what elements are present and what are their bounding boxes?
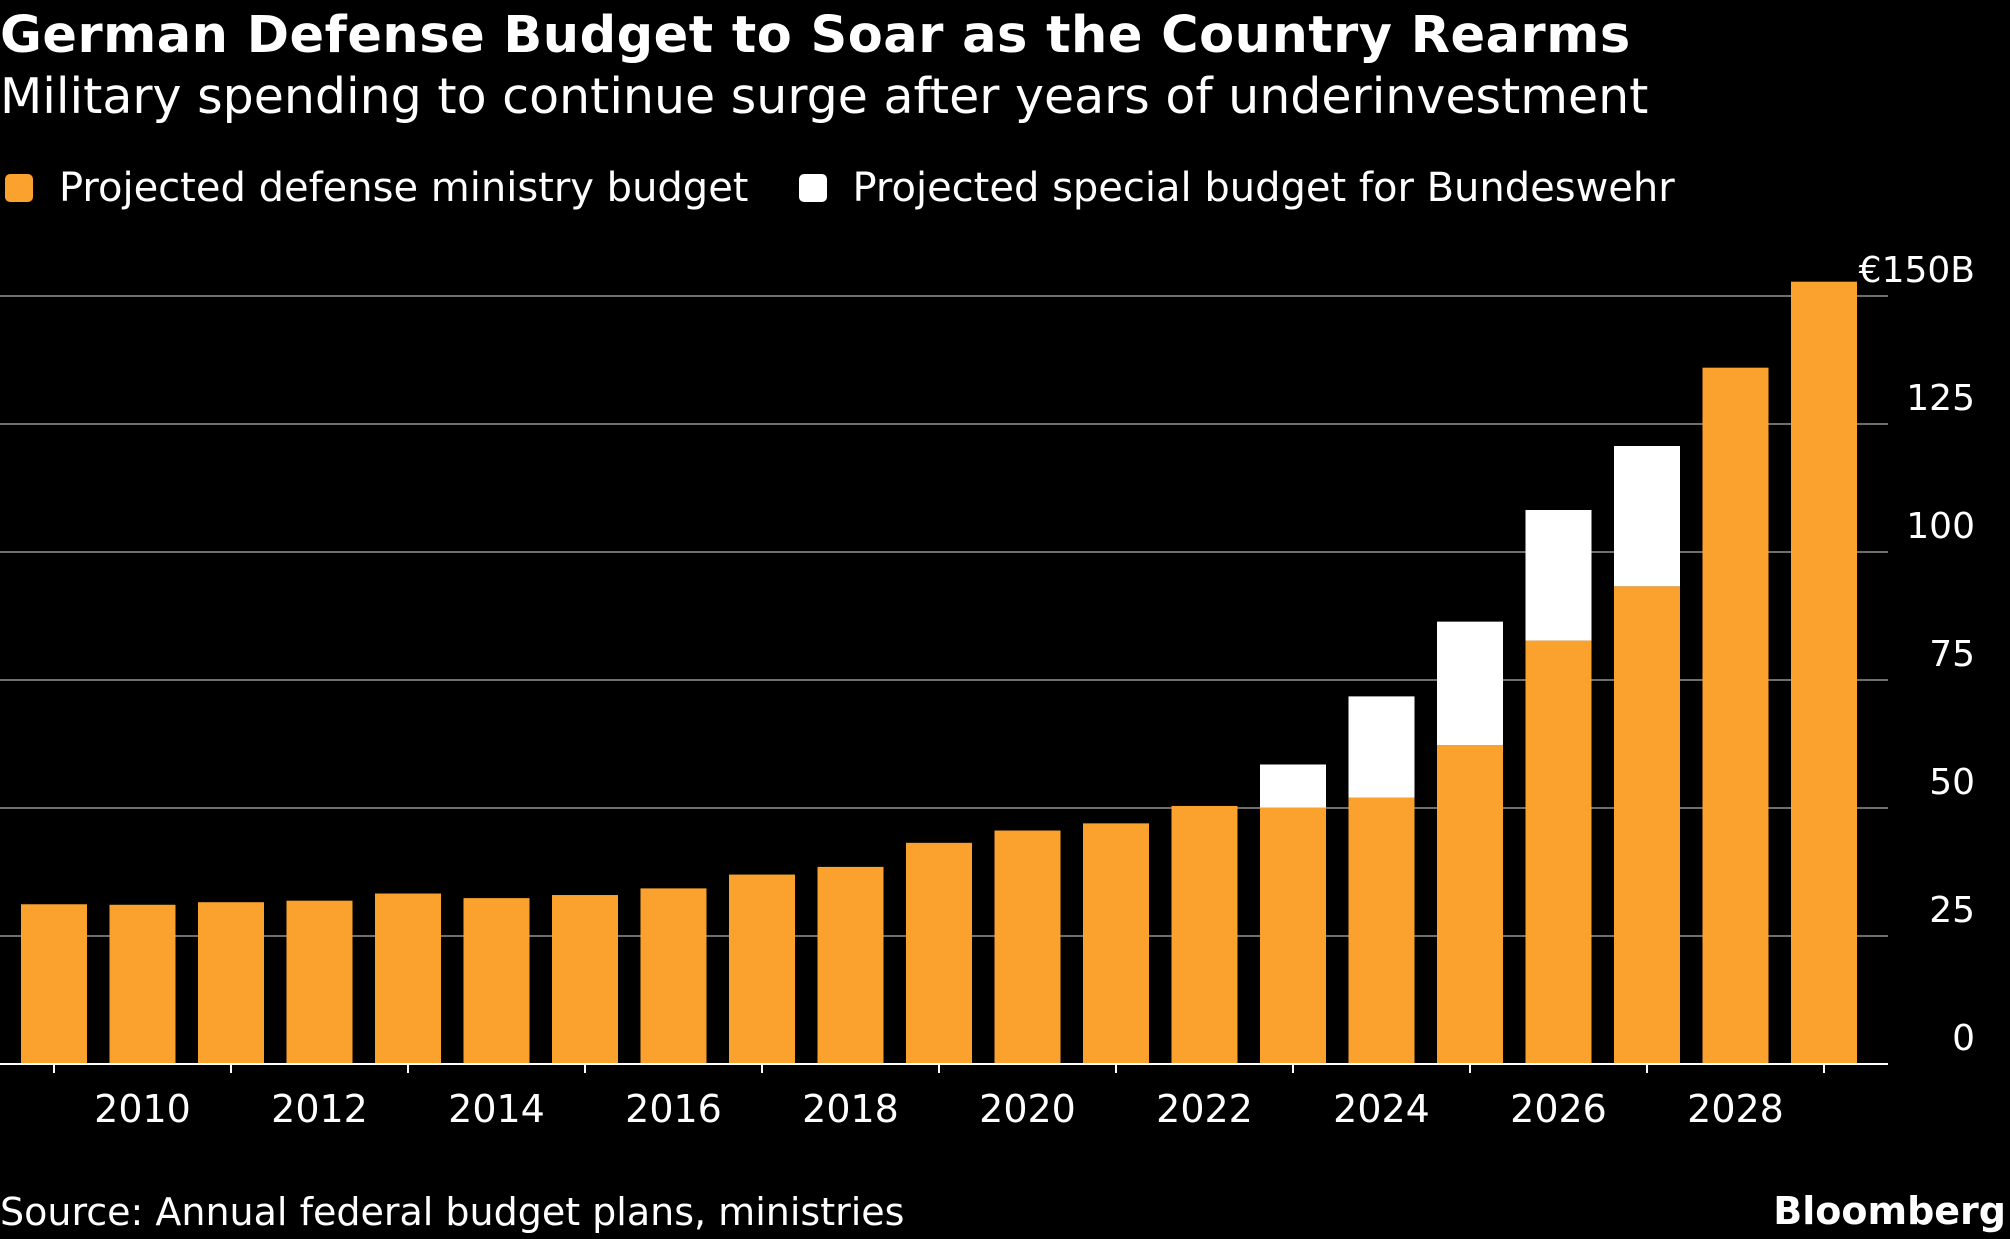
- bar-defense-2013: [375, 893, 441, 1064]
- bar-defense-2029: [1791, 281, 1857, 1064]
- y-tick-label-100: 100: [1906, 506, 1975, 547]
- bar-defense-2016: [640, 888, 707, 1064]
- bar-special-2027: [1614, 446, 1680, 587]
- legend: Projected defense ministry budget Projec…: [5, 165, 1725, 211]
- y-tick-label-75: 75: [1929, 634, 1975, 675]
- bar-defense-2014: [463, 898, 530, 1064]
- x-tick-label-2022: 2022: [1156, 1087, 1253, 1131]
- bar-special-2024: [1348, 696, 1415, 798]
- x-tick-label-2024: 2024: [1333, 1087, 1430, 1131]
- x-tick-label-2018: 2018: [802, 1087, 899, 1131]
- y-tick-label-0: 0: [1952, 1018, 1975, 1059]
- legend-swatch-defense-budget: [5, 174, 33, 202]
- x-tick-label-2016: 2016: [625, 1087, 722, 1131]
- legend-item-special-budget: Projected special budget for Bundeswehr: [798, 165, 1675, 211]
- bloomberg-logo: Bloomberg: [1773, 1189, 2006, 1233]
- bar-defense-2020: [994, 830, 1061, 1064]
- chart-subtitle: Military spending to continue surge afte…: [0, 68, 1649, 125]
- legend-label-defense-budget: Projected defense ministry budget: [59, 165, 749, 211]
- bar-defense-2015: [552, 895, 618, 1064]
- bar-defense-2027: [1614, 586, 1680, 1064]
- x-tick-label-2012: 2012: [271, 1087, 368, 1131]
- bar-defense-2025: [1437, 745, 1503, 1064]
- x-tick-label-2028: 2028: [1687, 1087, 1784, 1131]
- y-tick-label-50: 50: [1929, 762, 1975, 803]
- bar-special-2025: [1437, 621, 1503, 746]
- bar-defense-2024: [1348, 797, 1415, 1064]
- bar-layer: [21, 281, 1857, 1064]
- y-tick-label-125: 125: [1906, 378, 1975, 419]
- grid-layer: [0, 295, 1888, 937]
- bar-defense-2022: [1171, 805, 1238, 1064]
- bar-special-2026: [1525, 510, 1592, 641]
- bar-defense-2018: [817, 866, 884, 1064]
- y-tick-label-25: 25: [1929, 890, 1975, 931]
- y-tick-label-150: €150B: [1859, 250, 1975, 291]
- bar-defense-2023: [1260, 807, 1326, 1064]
- bar-defense-2011: [198, 902, 264, 1064]
- bar-defense-2010: [109, 904, 176, 1064]
- legend-swatch-special-budget: [798, 174, 827, 202]
- bar-defense-2017: [729, 874, 795, 1064]
- legend-item-defense-budget: Projected defense ministry budget: [5, 165, 749, 211]
- source-note: Source: Annual federal budget plans, min…: [0, 1190, 905, 1234]
- bar-defense-2021: [1083, 823, 1149, 1064]
- bar-defense-2009: [21, 904, 87, 1064]
- x-tick-label-2026: 2026: [1510, 1087, 1607, 1131]
- x-tick-label-2020: 2020: [979, 1087, 1076, 1131]
- bar-defense-2012: [286, 900, 353, 1064]
- bar-defense-2019: [906, 842, 972, 1064]
- legend-label-special-budget: Projected special budget for Bundeswehr: [852, 165, 1675, 211]
- x-tick-label-2014: 2014: [448, 1087, 545, 1131]
- bar-defense-2026: [1525, 640, 1592, 1064]
- chart-title: German Defense Budget to Soar as the Cou…: [0, 6, 1631, 65]
- axis-layer: 0 25 50 75 100 125 €150B 2010 2012 2014 2016 2018 20…: [0, 250, 1975, 1131]
- bar-special-2023: [1260, 764, 1326, 808]
- bar-defense-2028: [1702, 367, 1769, 1064]
- x-tick-label-2010: 2010: [94, 1087, 191, 1131]
